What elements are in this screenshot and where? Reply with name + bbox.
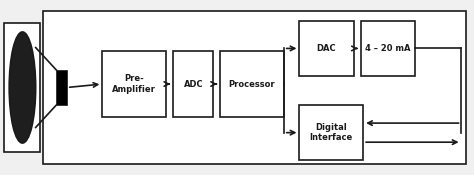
Bar bbox=[56, 70, 67, 105]
Bar bbox=[4, 23, 40, 152]
Bar bbox=[300, 21, 354, 76]
Text: 4 – 20 mA: 4 – 20 mA bbox=[365, 44, 411, 53]
Ellipse shape bbox=[9, 32, 36, 143]
Text: ADC: ADC bbox=[183, 79, 203, 89]
Bar bbox=[300, 105, 363, 160]
Text: Digital
Interface: Digital Interface bbox=[310, 123, 353, 142]
Bar bbox=[361, 21, 415, 76]
Bar bbox=[173, 51, 213, 117]
Bar bbox=[43, 11, 466, 164]
Text: Pre-
Amplifier: Pre- Amplifier bbox=[112, 74, 156, 94]
Bar bbox=[220, 51, 284, 117]
Bar bbox=[102, 51, 166, 117]
Text: DAC: DAC bbox=[317, 44, 337, 53]
Text: Processor: Processor bbox=[228, 79, 275, 89]
